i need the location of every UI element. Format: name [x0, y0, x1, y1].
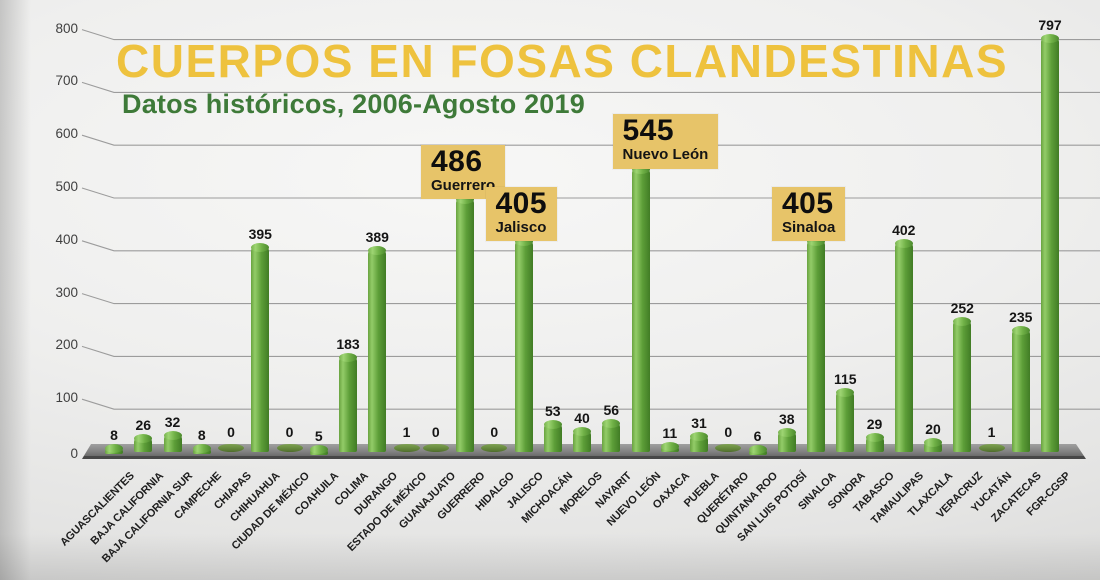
- value-label: 1: [402, 424, 411, 440]
- bar: [836, 388, 855, 452]
- callout-value: 405: [495, 186, 548, 220]
- value-label: 0: [227, 424, 235, 440]
- bar: [715, 444, 742, 452]
- value-label: 395: [248, 225, 272, 242]
- bar: [894, 238, 913, 452]
- bar: [481, 444, 508, 452]
- bar: [393, 444, 420, 452]
- bar: [978, 444, 1005, 452]
- y-tick-label: 100: [55, 390, 78, 406]
- callout: 405 Jalisco: [485, 186, 558, 242]
- chart-subtitle: Datos históricos, 2006-Agosto 2019: [122, 88, 585, 119]
- value-label: 40: [574, 410, 590, 427]
- value-label: 0: [285, 424, 294, 440]
- value-label: 29: [866, 415, 883, 432]
- bar: [163, 431, 182, 452]
- chart-title: CUERPOS EN FOSAS CLANDESTINAS: [116, 35, 1009, 87]
- value-label: 0: [490, 424, 499, 440]
- bar: [660, 442, 679, 453]
- bar: [218, 444, 244, 452]
- bar: [1041, 33, 1059, 452]
- value-label: 389: [365, 228, 389, 245]
- value-label: 8: [197, 426, 206, 443]
- value-label: 26: [135, 417, 152, 434]
- y-tick-label: 700: [55, 73, 78, 89]
- bar: [339, 352, 357, 452]
- bar: [456, 195, 474, 452]
- bar: [276, 444, 303, 452]
- bar: [1011, 325, 1030, 452]
- value-label: 0: [431, 424, 440, 440]
- y-tick-label: 200: [55, 337, 78, 353]
- value-label: 53: [544, 403, 561, 420]
- value-label: 183: [336, 335, 360, 352]
- callout: 405 Sinaloa: [772, 186, 846, 242]
- bar: [514, 237, 533, 452]
- callout-value: 486: [431, 144, 483, 178]
- y-tick-label: 400: [55, 231, 78, 247]
- y-tick-label: 300: [55, 284, 78, 300]
- value-label: 56: [603, 401, 620, 418]
- bar: [865, 432, 884, 452]
- value-label: 6: [753, 427, 762, 444]
- bar: [690, 431, 708, 452]
- value-label: 235: [1009, 308, 1033, 325]
- value-label: 1: [987, 424, 996, 440]
- value-label: 402: [892, 221, 916, 238]
- y-tick-label: 500: [55, 179, 78, 194]
- callout-value: 405: [782, 186, 834, 220]
- value-label: 115: [833, 371, 857, 388]
- callout-name: Sinaloa: [782, 218, 836, 236]
- bar: [309, 445, 328, 456]
- bar: [192, 443, 211, 454]
- value-label: 38: [778, 411, 795, 428]
- callout-value: 545: [622, 114, 675, 148]
- bar: [807, 237, 825, 452]
- value-label: 32: [164, 414, 181, 431]
- value-label: 5: [314, 428, 323, 445]
- bar: [134, 434, 153, 452]
- value-label: 252: [950, 299, 974, 316]
- value-label: 20: [925, 420, 941, 437]
- bar: [777, 428, 796, 452]
- bar: [422, 444, 449, 452]
- bar: [953, 316, 972, 452]
- callout-name: Nuevo León: [622, 146, 709, 164]
- bar: [573, 427, 591, 452]
- value-label: 797: [1038, 16, 1062, 33]
- bar: [543, 420, 562, 452]
- y-tick-label: 0: [70, 446, 78, 461]
- value-label: 31: [691, 414, 707, 431]
- bar: [368, 245, 387, 452]
- callout-name: Jalisco: [495, 218, 547, 236]
- bar: [105, 443, 123, 454]
- title-block: CUERPOS EN FOSAS CLANDESTINAS Datos hist…: [116, 38, 1008, 120]
- bar: [251, 242, 270, 452]
- y-tick-label: 800: [55, 20, 78, 36]
- value-label: 0: [724, 424, 733, 440]
- y-tick-label: 600: [55, 126, 78, 142]
- value-label: 8: [110, 426, 118, 443]
- bar: [631, 164, 650, 452]
- bar: [924, 437, 942, 452]
- value-label: 11: [662, 425, 678, 442]
- bar: [602, 418, 621, 452]
- callout: 545 Nuevo León: [612, 114, 719, 169]
- bar: [748, 444, 767, 455]
- callout-name: Guerrero: [431, 176, 496, 194]
